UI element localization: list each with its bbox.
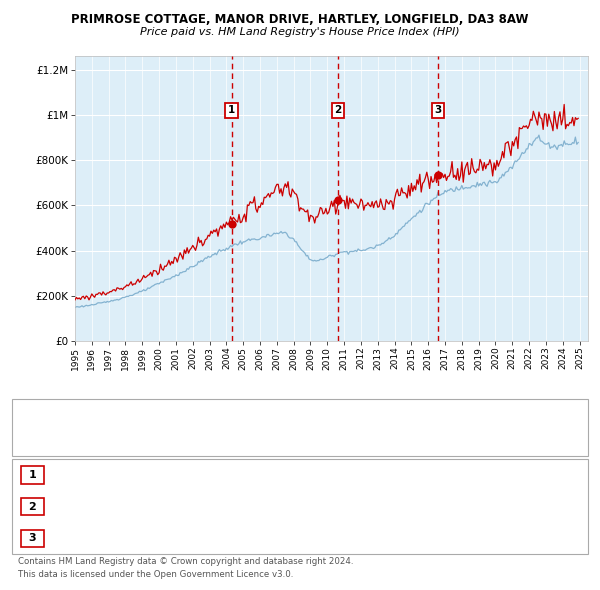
- Text: 24% ↑ HPI: 24% ↑ HPI: [372, 470, 427, 480]
- Text: Contains HM Land Registry data © Crown copyright and database right 2024.: Contains HM Land Registry data © Crown c…: [18, 557, 353, 566]
- Text: 1: 1: [29, 470, 36, 480]
- Text: 26-JUL-2016: 26-JUL-2016: [69, 533, 133, 543]
- Text: 23-AUG-2010: 23-AUG-2010: [69, 502, 139, 512]
- Text: 2: 2: [29, 502, 36, 512]
- Text: PRIMROSE COTTAGE, MANOR DRIVE, HARTLEY, LONGFIELD, DA3 8AW (detached house): PRIMROSE COTTAGE, MANOR DRIVE, HARTLEY, …: [63, 410, 477, 419]
- Text: 20% ↑ HPI: 20% ↑ HPI: [372, 502, 427, 512]
- Text: This data is licensed under the Open Government Licence v3.0.: This data is licensed under the Open Gov…: [18, 570, 293, 579]
- Text: £735,500: £735,500: [240, 533, 290, 543]
- Text: HPI: Average price, detached house, Sevenoaks: HPI: Average price, detached house, Seve…: [63, 436, 290, 445]
- Text: £520,000: £520,000: [240, 470, 289, 480]
- Text: 2% ↑ HPI: 2% ↑ HPI: [372, 533, 421, 543]
- Text: PRIMROSE COTTAGE, MANOR DRIVE, HARTLEY, LONGFIELD, DA3 8AW: PRIMROSE COTTAGE, MANOR DRIVE, HARTLEY, …: [71, 13, 529, 26]
- Text: 3: 3: [434, 106, 442, 116]
- Text: 3: 3: [29, 533, 36, 543]
- Text: £625,000: £625,000: [240, 502, 289, 512]
- Text: 23-APR-2004: 23-APR-2004: [69, 470, 136, 480]
- Text: 1: 1: [228, 106, 235, 116]
- Text: Price paid vs. HM Land Registry's House Price Index (HPI): Price paid vs. HM Land Registry's House …: [140, 27, 460, 37]
- Text: 2: 2: [334, 106, 341, 116]
